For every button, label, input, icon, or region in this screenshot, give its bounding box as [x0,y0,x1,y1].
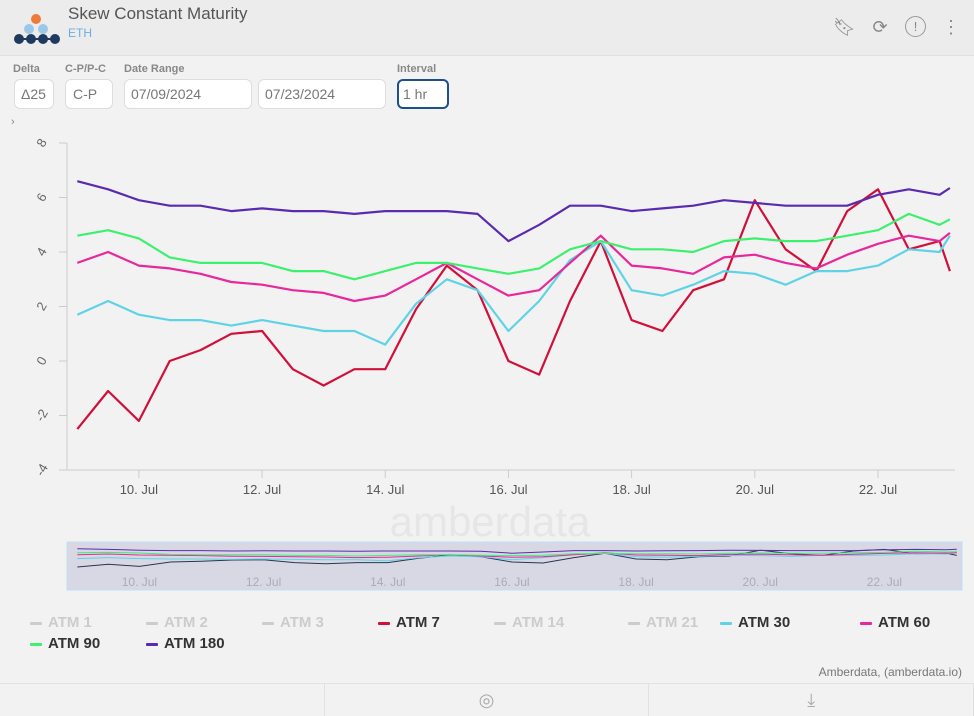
navigator-tick-label: 20. Jul [743,575,778,589]
legend-label: ATM 30 [738,614,791,631]
legend-label: ATM 21 [646,614,699,631]
legend-swatch [720,621,732,625]
legend-label: ATM 180 [164,635,225,652]
start-date-input[interactable]: 07/09/2024 [124,79,252,109]
legend-item-atm-2[interactable]: ATM 2 [146,614,208,632]
x-tick-label: 16. Jul [489,482,527,497]
navigator-series-line [77,552,957,559]
refresh-icon[interactable]: ⟳ [872,17,888,37]
legend-item-atm-60[interactable]: ATM 60 [860,614,930,632]
legend-swatch [378,621,390,625]
navigator-tick-label: 14. Jul [370,575,405,589]
legend-swatch [146,621,158,625]
date-range-label: Date Range [124,63,185,75]
y-tick-label: 4 [33,245,50,259]
legend-swatch [30,642,42,646]
y-tick-label: -2 [32,406,51,424]
legend-item-atm-7[interactable]: ATM 7 [378,614,440,632]
navigator-tick-label: 10. Jul [122,575,157,589]
legend-item-atm-30[interactable]: ATM 30 [720,614,790,632]
widget-title: Skew Constant Maturity [68,4,248,23]
expand-chevron-icon[interactable]: › [11,116,15,128]
legend-item-atm-21[interactable]: ATM 21 [628,614,698,632]
legend-swatch [494,621,506,625]
y-tick-label: -4 [32,461,51,479]
legend-label: ATM 2 [164,614,208,631]
interval-select[interactable]: 1 hr [397,79,449,109]
legend-swatch [628,621,640,625]
info-icon[interactable]: ! [905,16,926,37]
legend-item-atm-1[interactable]: ATM 1 [30,614,92,632]
watermark-text: amberdata [390,498,591,545]
x-tick-label: 20. Jul [736,482,774,497]
navigator-series-line [77,550,957,557]
navigator-tick-label: 12. Jul [246,575,281,589]
legend-swatch [860,621,872,625]
x-tick-label: 10. Jul [120,482,158,497]
y-tick-label: 0 [33,354,50,368]
cp-select[interactable]: C-P [65,79,113,109]
cp-label: C-P/P-C [65,63,106,75]
series-line-atm-180[interactable] [77,180,951,243]
x-tick-label: 12. Jul [243,482,281,497]
chart-credit[interactable]: Amberdata, (amberdata.io) [818,665,962,679]
y-tick-label: 2 [33,299,50,313]
skew-chart[interactable]: amberdata -4 -2 0 2 4 6 8 10. Jul 12. Jul 14. Jul… [0,0,974,610]
series-line-atm-90[interactable] [77,212,951,281]
legend-swatch [30,621,42,625]
y-tick-label: 6 [33,190,50,204]
legend-swatch [146,642,158,646]
download-icon[interactable]: ⤓ [649,684,974,716]
end-date-input[interactable]: 07/23/2024 [258,79,386,109]
bookmark-icon[interactable]: 🔖︎ [833,17,856,37]
legend-label: ATM 60 [878,614,931,631]
x-tick-label: 22. Jul [859,482,897,497]
navigator-tick-label: 16. Jul [494,575,529,589]
camera-icon[interactable]: ◎ [325,684,650,716]
legend-label: ATM 7 [396,614,440,631]
legend-label: ATM 90 [48,635,101,652]
navigator-range[interactable] [66,541,963,591]
interval-label: Interval [397,63,437,75]
x-tick-label: 18. Jul [612,482,650,497]
legend-label: ATM 1 [48,614,92,631]
delta-label: Delta [13,63,40,75]
legend-item-atm-180[interactable]: ATM 180 [146,635,225,653]
delta-select[interactable]: Δ25 [14,79,54,109]
y-tick-label: 8 [33,136,50,150]
amberdata-logo [14,14,60,44]
legend-item-atm-14[interactable]: ATM 14 [494,614,564,632]
legend-item-atm-3[interactable]: ATM 3 [262,614,324,632]
legend-label: ATM 3 [280,614,324,631]
navigator-tick-label: 22. Jul [867,575,902,589]
series-line-atm-60[interactable] [76,232,951,303]
widget-footer: ◎ ⤓ [0,683,974,716]
more-vertical-icon[interactable]: ⋮ [942,17,960,37]
widget-header: Skew Constant Maturity ETH 🔖︎ ⟳ ! ⋮ [0,0,974,56]
asset-label: ETH [68,26,92,40]
legend-swatch [262,621,274,625]
legend-label: ATM 14 [512,614,565,631]
series-line-atm-7[interactable] [76,188,951,430]
series-line-atm-30[interactable] [76,235,951,346]
x-tick-label: 14. Jul [366,482,404,497]
navigator-tick-label: 18. Jul [618,575,653,589]
legend-item-atm-90[interactable]: ATM 90 [30,635,100,653]
navigator-series-line [77,548,957,554]
